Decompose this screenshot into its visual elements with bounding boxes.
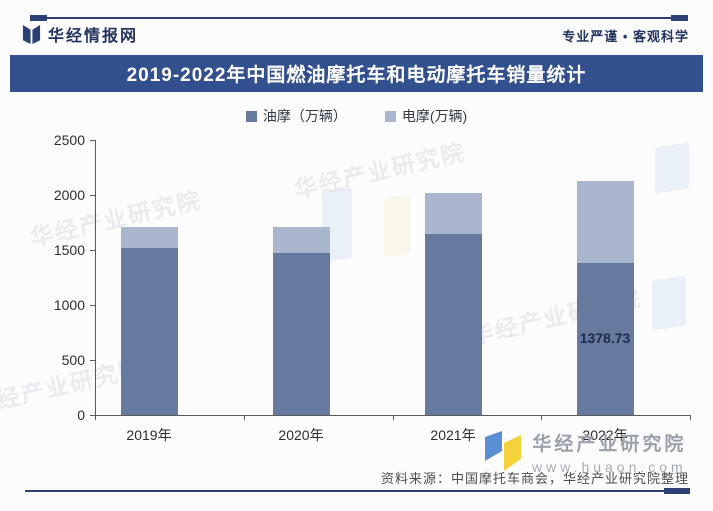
legend-item: 电摩(万辆)	[384, 106, 468, 126]
top-divider-left-cap	[30, 15, 47, 21]
brand: 华经情报网	[22, 22, 138, 46]
bar-segment-fuel	[272, 253, 330, 415]
y-axis	[95, 140, 96, 415]
bar-segment-fuel	[576, 263, 634, 415]
footer-brand: 华经产业研究院 www.huaon.com	[482, 429, 687, 475]
chart-title: 2019-2022年中国燃油摩托车和电动摩托车销量统计	[126, 65, 587, 86]
top-divider-right-cap	[671, 15, 688, 21]
bar-segment-fuel	[120, 247, 178, 415]
x-axis-category-label: 2022年	[582, 427, 628, 443]
footer-brand-name: 华经产业研究院	[532, 434, 687, 455]
x-axis-category-label: 2019年	[126, 427, 172, 443]
y-axis-tick-label: 1500	[53, 242, 85, 258]
y-axis-tick	[90, 305, 95, 306]
bottom-divider-right-cap	[664, 488, 690, 494]
bar-segment-electric	[272, 226, 330, 254]
x-axis-tick	[243, 415, 245, 420]
x-axis-tick	[690, 415, 691, 420]
header: 华经情报网 专业严谨 • 客观科学	[0, 22, 713, 50]
x-axis-tick	[392, 415, 394, 420]
y-axis-tick	[90, 195, 95, 196]
bar-segment-fuel	[424, 234, 482, 415]
legend-label: 电摩(万辆)	[401, 108, 468, 124]
header-slogan: 专业严谨 • 客观科学	[562, 29, 689, 44]
y-axis-tick-label: 0	[77, 407, 85, 423]
watermark-logo-shape	[655, 142, 689, 194]
y-axis-tick-label: 2500	[53, 132, 85, 148]
y-axis-tick-label: 2000	[53, 187, 85, 203]
chart-legend: 油摩（万辆） 电摩(万辆)	[0, 106, 713, 126]
bar-segment-electric	[120, 226, 178, 248]
bar-segment-electric	[424, 192, 482, 235]
footer-brand-text: 华经产业研究院 www.huaon.com	[532, 429, 687, 475]
legend-swatch	[384, 110, 396, 122]
footer-brand-url: www.huaon.com	[532, 459, 687, 475]
y-axis-tick	[90, 415, 95, 416]
y-axis-tick-label: 500	[61, 352, 85, 368]
bar-segment-electric	[576, 180, 634, 264]
source-line: 资料来源：中国摩托车商会，华经产业研究院整理	[380, 471, 689, 486]
chart-title-banner: 2019-2022年中国燃油摩托车和电动摩托车销量统计	[10, 55, 703, 92]
y-axis-tick	[90, 360, 95, 361]
x-axis-category-label: 2020年	[278, 427, 324, 443]
brand-name: 华经情报网	[48, 28, 139, 45]
y-axis-tick	[90, 140, 95, 141]
huaon-logo-icon	[485, 431, 521, 471]
watermark-logo-shape	[384, 194, 410, 258]
legend-swatch	[245, 110, 257, 122]
legend-item: 油摩（万辆）	[245, 106, 347, 126]
y-axis-tick	[90, 250, 95, 251]
top-divider	[30, 15, 688, 21]
bar-data-label: 1378.73	[579, 330, 631, 347]
y-axis-tick-label: 1000	[53, 297, 85, 313]
watermark-logo-shape	[652, 275, 686, 331]
x-axis-category-label: 2021年	[430, 427, 476, 443]
x-axis-tick	[541, 415, 543, 420]
x-axis-tick	[95, 415, 96, 420]
bottom-divider	[25, 488, 690, 494]
huajing-logo-icon	[22, 24, 41, 44]
legend-label: 油摩（万辆）	[262, 108, 347, 124]
